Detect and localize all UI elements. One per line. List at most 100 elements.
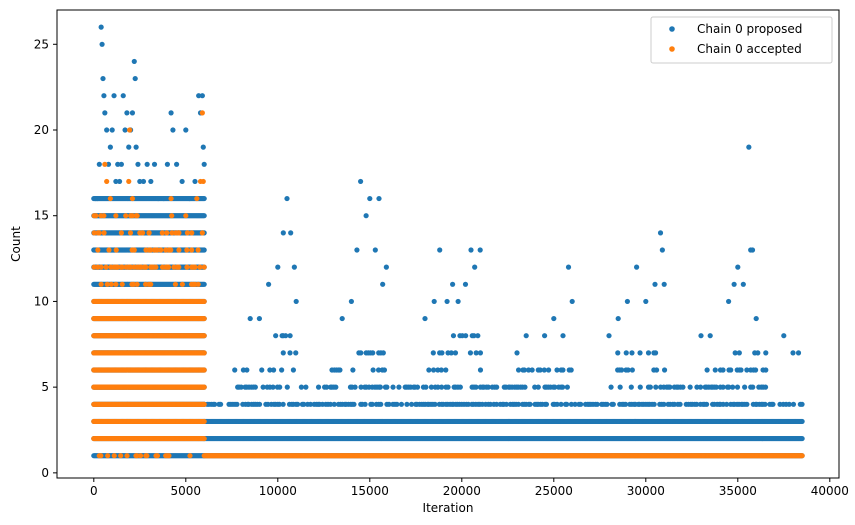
proposed-point bbox=[131, 58, 137, 65]
proposed-point bbox=[647, 384, 653, 390]
proposed-point bbox=[619, 367, 625, 373]
proposed-point bbox=[298, 384, 304, 390]
proposed-point bbox=[799, 418, 805, 425]
proposed-point bbox=[435, 384, 441, 390]
proposed-point bbox=[280, 401, 286, 407]
proposed-point bbox=[288, 230, 294, 236]
proposed-point bbox=[677, 401, 683, 407]
proposed-point bbox=[560, 384, 566, 390]
proposed-point bbox=[560, 367, 566, 373]
proposed-point bbox=[428, 384, 435, 390]
proposed-point bbox=[667, 384, 673, 390]
proposed-point bbox=[462, 281, 469, 287]
proposed-point bbox=[315, 384, 322, 390]
proposed-point bbox=[293, 298, 299, 305]
proposed-point bbox=[140, 178, 147, 185]
proposed-point bbox=[472, 264, 478, 270]
proposed-point bbox=[652, 281, 658, 287]
proposed-point bbox=[527, 401, 533, 407]
proposed-point bbox=[155, 195, 161, 202]
proposed-point bbox=[522, 384, 528, 390]
proposed-point bbox=[790, 350, 796, 356]
proposed-point bbox=[396, 384, 402, 390]
proposed-point bbox=[537, 367, 543, 373]
proposed-point bbox=[445, 384, 451, 390]
proposed-point bbox=[369, 401, 375, 407]
proposed-point bbox=[252, 384, 258, 390]
proposed-point bbox=[109, 127, 115, 133]
proposed-point bbox=[564, 401, 570, 407]
proposed-point bbox=[148, 178, 154, 185]
proposed-point bbox=[234, 401, 240, 407]
proposed-point bbox=[116, 178, 123, 185]
proposed-point bbox=[554, 401, 560, 407]
proposed-point bbox=[450, 281, 456, 287]
proposed-point bbox=[363, 213, 369, 219]
proposed-point bbox=[572, 401, 578, 407]
proposed-point bbox=[161, 195, 167, 202]
proposed-point bbox=[430, 367, 437, 373]
proposed-point bbox=[283, 333, 289, 339]
proposed-point bbox=[629, 350, 635, 356]
proposed-point bbox=[443, 367, 449, 373]
proposed-point bbox=[455, 298, 461, 305]
proposed-point bbox=[102, 110, 108, 116]
proposed-point bbox=[370, 350, 376, 356]
proposed-point bbox=[350, 367, 356, 373]
proposed-point bbox=[247, 315, 253, 322]
proposed-point bbox=[653, 367, 660, 373]
proposed-point bbox=[475, 333, 481, 339]
proposed-point bbox=[279, 367, 285, 373]
proposed-point bbox=[604, 401, 610, 407]
proposed-point bbox=[704, 401, 710, 407]
proposed-point bbox=[493, 401, 500, 407]
proposed-point bbox=[244, 367, 250, 373]
proposed-point bbox=[327, 401, 334, 407]
proposed-point bbox=[259, 367, 265, 373]
proposed-point bbox=[529, 367, 535, 373]
proposed-point bbox=[339, 315, 345, 322]
proposed-point bbox=[351, 401, 357, 407]
proposed-point bbox=[697, 384, 704, 390]
proposed-point bbox=[168, 110, 174, 116]
proposed-point bbox=[291, 264, 297, 270]
proposed-point bbox=[200, 144, 206, 150]
proposed-point bbox=[762, 384, 769, 390]
proposed-point bbox=[408, 401, 415, 407]
proposed-point bbox=[287, 333, 293, 339]
proposed-point bbox=[122, 127, 128, 133]
proposed-point bbox=[381, 367, 388, 373]
proposed-point bbox=[101, 93, 107, 99]
proposed-point bbox=[386, 401, 392, 407]
proposed-point bbox=[485, 384, 491, 390]
proposed-point bbox=[199, 93, 205, 99]
proposed-point bbox=[651, 401, 657, 407]
proposed-point bbox=[637, 384, 643, 390]
proposed-point bbox=[704, 367, 710, 373]
proposed-point bbox=[273, 333, 279, 339]
proposed-point bbox=[546, 367, 552, 373]
proposed-point bbox=[348, 298, 354, 305]
proposed-point bbox=[552, 384, 558, 390]
proposed-point bbox=[457, 384, 463, 390]
proposed-point bbox=[201, 247, 207, 253]
proposed-point bbox=[201, 161, 207, 167]
proposed-point bbox=[558, 401, 564, 407]
proposed-point bbox=[290, 367, 296, 373]
proposed-point bbox=[736, 350, 742, 356]
proposed-point bbox=[645, 350, 652, 356]
proposed-point bbox=[742, 384, 748, 390]
proposed-point bbox=[473, 384, 479, 390]
proposed-point bbox=[431, 298, 437, 305]
proposed-point bbox=[284, 195, 290, 202]
proposed-point bbox=[629, 367, 635, 373]
proposed-point bbox=[287, 350, 293, 356]
accepted-point bbox=[201, 401, 207, 407]
proposed-point bbox=[260, 384, 266, 390]
proposed-point bbox=[763, 350, 769, 356]
proposed-point bbox=[107, 144, 113, 150]
proposed-point bbox=[439, 350, 445, 356]
proposed-point bbox=[120, 93, 126, 99]
proposed-point bbox=[111, 93, 117, 99]
proposed-point bbox=[569, 298, 575, 305]
